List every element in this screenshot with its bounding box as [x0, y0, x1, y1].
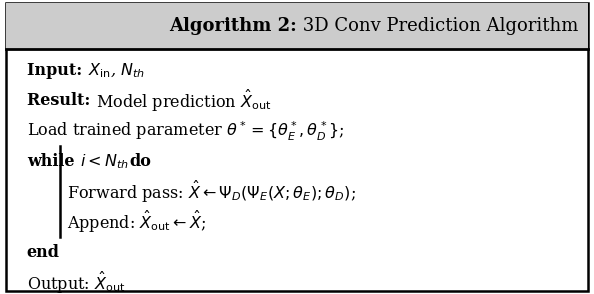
Text: Result:: Result: — [27, 92, 96, 109]
Text: end: end — [27, 244, 60, 261]
Text: Input:: Input: — [27, 62, 87, 79]
Text: $X_{\mathrm{in}}$, $N_{th}$: $X_{\mathrm{in}}$, $N_{th}$ — [87, 61, 145, 80]
Text: Algorithm 2:: Algorithm 2: — [169, 17, 297, 35]
Text: while: while — [27, 153, 80, 170]
Text: Load trained parameter $\theta^* = \{\theta_E^*, \theta_D^*\}$;: Load trained parameter $\theta^* = \{\th… — [27, 120, 344, 143]
Text: $i < N_{th}$: $i < N_{th}$ — [80, 152, 130, 171]
Text: Model prediction $\hat{X}_{\mathrm{out}}$: Model prediction $\hat{X}_{\mathrm{out}}… — [96, 88, 271, 114]
Text: 3D Conv Prediction Algorithm: 3D Conv Prediction Algorithm — [297, 17, 579, 35]
Text: Output: $\hat{X}_{\mathrm{out}}$: Output: $\hat{X}_{\mathrm{out}}$ — [27, 270, 125, 294]
Text: Forward pass: $\hat{X} \leftarrow \Psi_D(\Psi_E(X;\theta_E);\theta_D)$;: Forward pass: $\hat{X} \leftarrow \Psi_D… — [67, 179, 356, 205]
Bar — [6, 3, 588, 49]
Text: do: do — [130, 153, 151, 170]
Text: Append: $\hat{X}_{\mathrm{out}} \leftarrow \hat{X}$;: Append: $\hat{X}_{\mathrm{out}} \leftarr… — [67, 209, 206, 235]
